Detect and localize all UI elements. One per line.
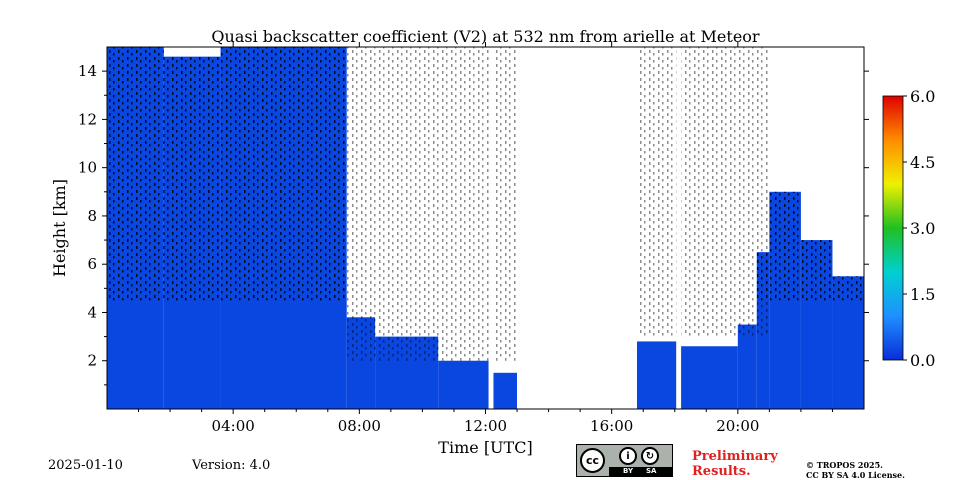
x-tick-label: 20:00 xyxy=(716,417,759,435)
plot-area xyxy=(107,47,864,409)
x-tick-label: 08:00 xyxy=(338,417,381,435)
preliminary-line-1: Preliminary xyxy=(692,449,778,464)
y-tick-label: 6 xyxy=(87,255,97,273)
noise-overlay xyxy=(220,47,347,301)
y-tick-label: 10 xyxy=(78,159,97,177)
cc-sa-label: SA xyxy=(646,467,657,475)
x-axis-label: Time [UTC] xyxy=(438,438,532,457)
colorbar-tick-label: 1.5 xyxy=(910,285,935,304)
y-tick-label: 12 xyxy=(78,110,97,128)
noise-overlay xyxy=(107,47,164,301)
preliminary-line-2: Results. xyxy=(692,464,751,479)
signal-segment xyxy=(438,360,489,409)
sa-icon: ↻ xyxy=(641,447,659,465)
x-tick-label: 04:00 xyxy=(212,417,255,435)
x-axis: 04:00 08:00 12:00 16:00 20:00 xyxy=(138,42,833,435)
y-tick-label: 8 xyxy=(87,207,97,225)
data-gap xyxy=(517,47,637,409)
signal-segment xyxy=(636,341,677,409)
date-label: 2025-01-10 xyxy=(48,458,123,473)
signal-segment xyxy=(737,324,757,409)
chart-title: Quasi backscatter coefficient (V2) at 53… xyxy=(211,27,760,46)
cc-license-badge[interactable]: cc i ↻ BY SA xyxy=(576,444,673,477)
signal-segment xyxy=(493,372,518,409)
signal-segment xyxy=(681,346,738,409)
colorbar: 0.0 1.5 3.0 4.5 6.0 xyxy=(882,87,935,370)
colorbar-tick-label: 6.0 xyxy=(910,87,935,106)
copyright-line-1: © TROPOS 2025. xyxy=(806,460,883,470)
x-tick-label: 16:00 xyxy=(590,417,633,435)
copyright-note: © TROPOS 2025. CC BY SA 4.0 License. xyxy=(806,460,905,480)
noise-overlay xyxy=(832,276,864,301)
noise-overlay xyxy=(163,56,221,301)
colorbar-tick-label: 0.0 xyxy=(910,351,935,370)
y-axis-label: Height [km] xyxy=(50,179,69,277)
y-tick-label: 2 xyxy=(87,352,97,370)
cc-icon: cc xyxy=(580,448,605,473)
cc-by-label: BY xyxy=(623,467,634,475)
noise-overlay xyxy=(800,240,833,301)
data-gap xyxy=(488,47,494,409)
y-tick-label: 4 xyxy=(87,303,97,321)
y-axis: 2 4 6 8 10 12 14 xyxy=(78,62,869,386)
data-gap xyxy=(676,47,682,409)
colorbar-tick-label: 4.5 xyxy=(910,153,935,172)
noise-scatter xyxy=(636,47,770,337)
copyright-line-2: CC BY SA 4.0 License. xyxy=(806,470,905,480)
preliminary-note: Preliminary Results. xyxy=(692,449,778,479)
version-label: Version: 4.0 xyxy=(192,458,271,473)
colorbar-ramp xyxy=(882,95,904,361)
by-icon: i xyxy=(619,447,637,465)
cc-badge-bar xyxy=(609,467,672,476)
x-tick-label: 12:00 xyxy=(464,417,507,435)
colorbar-tick-label: 3.0 xyxy=(910,219,935,238)
noise-overlay xyxy=(769,191,801,301)
y-tick-label: 14 xyxy=(78,62,97,80)
